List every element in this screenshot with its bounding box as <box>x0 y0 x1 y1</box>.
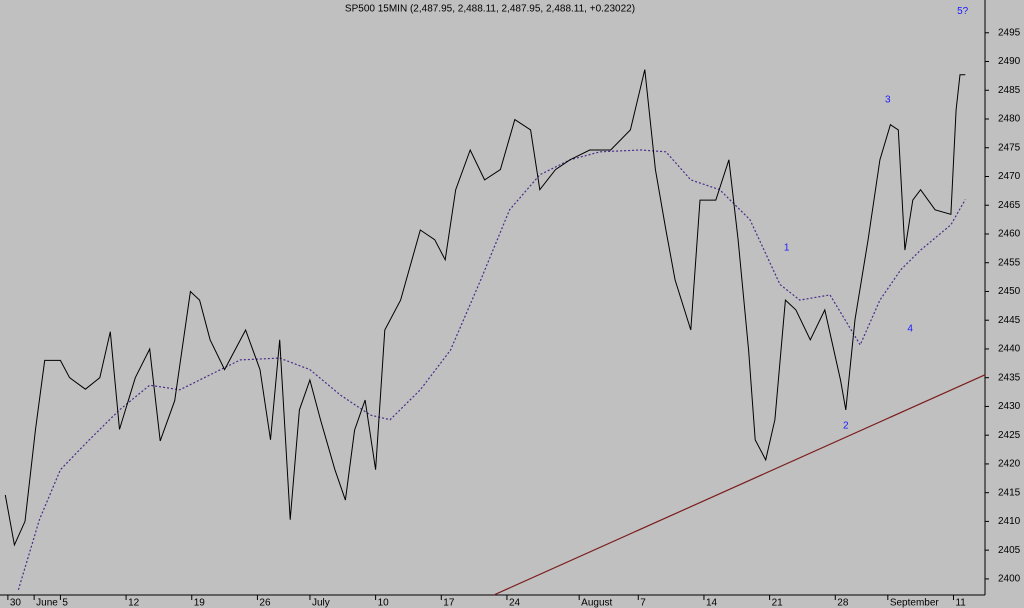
y-tick-label: 2440 <box>998 344 1021 355</box>
wave-label: 2 <box>843 421 849 432</box>
y-tick-label: 2405 <box>998 545 1021 556</box>
y-tick-label: 2490 <box>998 56 1021 67</box>
y-tick-label: 2485 <box>998 85 1021 96</box>
wave-label: 4 <box>907 323 913 334</box>
x-tick-label: 10 <box>378 598 390 608</box>
x-tick-label: 24 <box>509 598 521 608</box>
x-tick-label: September <box>890 598 940 608</box>
y-tick-label: 2435 <box>998 372 1021 383</box>
y-tick-label: 2455 <box>998 257 1021 268</box>
wave-label: 3 <box>885 95 891 106</box>
y-tick-label: 2480 <box>998 114 1021 125</box>
y-tick-label: 2430 <box>998 401 1021 412</box>
x-tick-label: 30 <box>10 598 22 608</box>
y-tick-label: 2400 <box>998 574 1021 585</box>
price <box>4 69 966 547</box>
x-tick-label: 21 <box>772 598 784 608</box>
moving-average <box>17 149 966 590</box>
y-tick-label: 2450 <box>998 286 1021 297</box>
x-tick-label: 17 <box>443 598 455 608</box>
x-tick-label: 7 <box>640 598 646 608</box>
x-tick-label: 5 <box>62 598 68 608</box>
y-tick-label: 2420 <box>998 459 1021 470</box>
x-tick-label: 26 <box>259 598 271 608</box>
y-tick-label: 2410 <box>998 516 1021 527</box>
y-tick-label: 2470 <box>998 171 1021 182</box>
y-tick-label: 2495 <box>998 27 1021 38</box>
chart-title: SP500 15MIN (2,487.95, 2,488.11, 2,487.9… <box>345 4 635 15</box>
x-tick-label: 14 <box>706 598 718 608</box>
y-tick-label: 2425 <box>998 430 1021 441</box>
y-tick-label: 2445 <box>998 315 1021 326</box>
y-tick-label: 2465 <box>998 200 1021 211</box>
x-tick-label: 19 <box>194 598 206 608</box>
x-tick-label: 12 <box>128 598 140 608</box>
x-tick-label: June <box>36 598 58 608</box>
x-tick-label: August <box>581 598 612 608</box>
wave-label: 1 <box>784 242 790 253</box>
y-tick-label: 2415 <box>998 487 1021 498</box>
trendline <box>493 374 986 596</box>
y-tick-label: 2460 <box>998 229 1021 240</box>
x-tick-label: July <box>312 598 330 608</box>
y-tick-label: 2475 <box>998 142 1021 153</box>
x-tick-label: 28 <box>837 598 849 608</box>
wave-label: 5? <box>957 6 969 17</box>
x-tick-label: 11 <box>955 598 966 608</box>
